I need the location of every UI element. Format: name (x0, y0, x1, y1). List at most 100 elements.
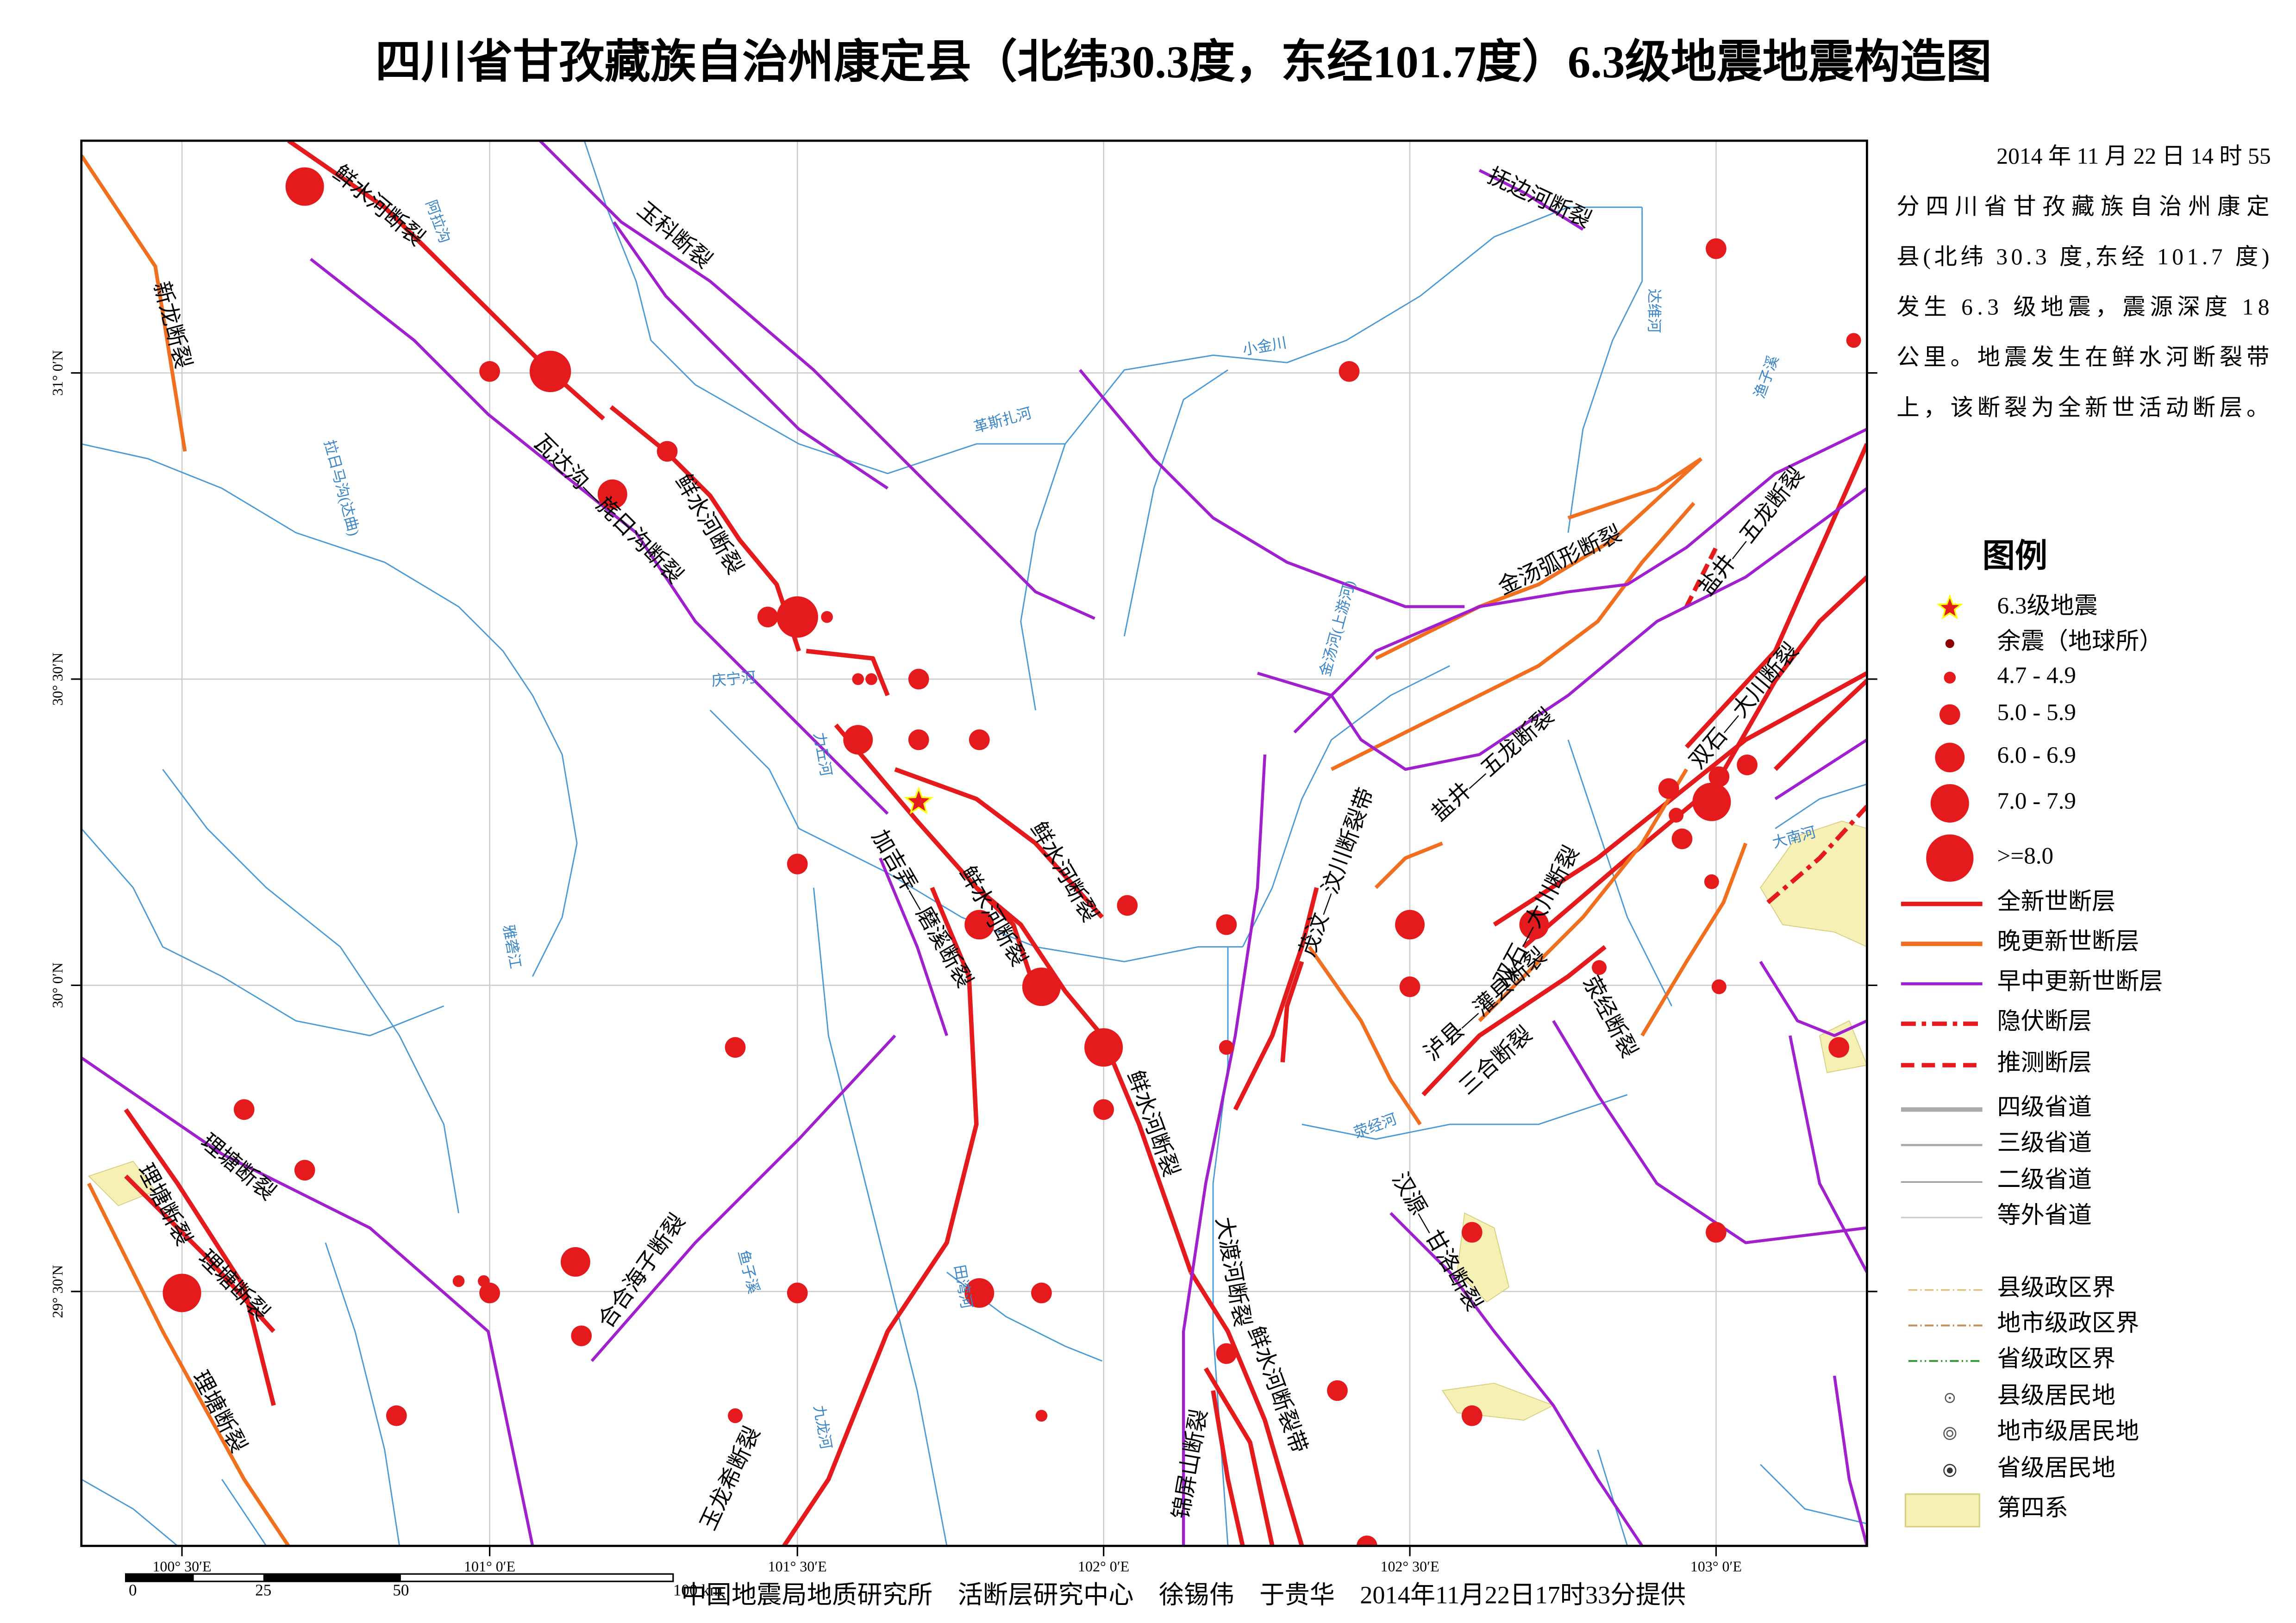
legend-label: 省级政区界 (1997, 1346, 2116, 1372)
legend-label: 6.3级地震 (1997, 593, 2098, 619)
scale-bar-segment (263, 1574, 401, 1582)
river (1123, 369, 1228, 637)
x-tick-label: 101° 30′E (768, 1559, 827, 1575)
river-label: 庆宁河 (711, 669, 757, 689)
river (1760, 1464, 1867, 1524)
fault-holocene (975, 886, 1038, 992)
fault-early-pleistocene (1833, 1375, 1867, 1546)
earthquake (1846, 333, 1861, 348)
earthquake (597, 479, 627, 509)
river (709, 710, 1243, 962)
fault-early-pleistocene (1774, 738, 1867, 800)
earthquake (529, 350, 571, 393)
legend-label: 三级省道 (1997, 1130, 2092, 1156)
legend-label: 第四系 (1997, 1495, 2068, 1521)
earthquake (1093, 1099, 1114, 1120)
legend-label: 地市级居民地 (1997, 1418, 2140, 1444)
legend-symbol (1948, 1397, 1951, 1399)
fault-holocene (124, 1108, 276, 1406)
earthquake (1084, 1028, 1123, 1067)
fault-early-pleistocene (1389, 1212, 1644, 1546)
legend-label: 全新世断层 (1997, 888, 2116, 915)
earthquake (843, 725, 873, 755)
legend-title: 图例 (1983, 538, 2048, 574)
legend-label: 推测断层 (1997, 1050, 2092, 1076)
fault-holocene (1189, 1271, 1304, 1546)
earthquake (725, 1037, 746, 1058)
earthquake (479, 1282, 500, 1304)
earthquake (1828, 1037, 1850, 1058)
fault-holocene (806, 649, 890, 696)
legend-label: 省级居民地 (1997, 1455, 2116, 1481)
credit: 中国地震局地质研究所 活断层研究中心 徐锡伟 于贵华 2014年11月22日17… (681, 1581, 1686, 1609)
earthquake (285, 167, 324, 206)
fault-early-pleistocene (1478, 169, 1584, 231)
earthquake (1671, 828, 1693, 849)
earthquake (865, 673, 877, 685)
legend-label: 二级省道 (1997, 1167, 2092, 1193)
earthquake (233, 1099, 255, 1120)
legend-symbol (1943, 1464, 1957, 1477)
river (81, 1479, 178, 1546)
legend-symbol (1945, 639, 1954, 648)
fault-late-pleistocene (87, 1182, 290, 1546)
earthquake (1216, 914, 1237, 935)
earthquake (787, 854, 808, 874)
earthquake (657, 441, 678, 462)
legend-symbol (1904, 1493, 1980, 1528)
river (325, 1242, 400, 1546)
earthquake (1692, 782, 1731, 821)
fault-holocene (1211, 1390, 1245, 1546)
earthquake (1035, 1410, 1048, 1422)
x-tick-label: 102° 30′E (1381, 1559, 1439, 1575)
river (162, 769, 459, 1213)
x-tick-label: 100° 30′E (152, 1559, 211, 1575)
earthquake (1711, 979, 1727, 994)
legend-label: >=8.0 (1997, 843, 2054, 869)
fault-late-pleistocene (1640, 843, 1748, 1037)
earthquake (560, 1247, 590, 1277)
legend-symbol (1930, 784, 1969, 823)
earthquake (852, 673, 864, 685)
fault-concealed (1766, 805, 1867, 905)
legend-label: 晚更新世断层 (1997, 929, 2140, 955)
legend-label: 6.0 - 6.9 (1997, 742, 2076, 768)
earthquake (964, 1278, 995, 1308)
river (81, 828, 444, 1036)
fault-holocene (1280, 961, 1304, 1062)
fault-holocene (609, 405, 801, 652)
fault-early-pleistocene (1759, 961, 1867, 1037)
description-line: 发生 6.3 级地震，震源深度 18 (1896, 294, 2269, 320)
earthquake (1117, 895, 1138, 916)
earthquake (1737, 754, 1758, 775)
fault-early-pleistocene (1789, 1035, 1867, 1273)
fault-late-pleistocene (1478, 768, 1688, 1022)
fault-holocene (1233, 887, 1319, 1111)
earthquake (1395, 910, 1425, 940)
legend-symbol (1926, 834, 1974, 882)
legend-symbol (1945, 1393, 1955, 1403)
x-tick-label: 102° 0′E (1078, 1559, 1129, 1575)
earthquake (1592, 960, 1607, 975)
fault-early-pleistocene (1079, 369, 1465, 608)
fault-early-pleistocene (1552, 1020, 1867, 1244)
legend-label: 县级居民地 (1997, 1383, 2116, 1409)
earthquake (1219, 1040, 1234, 1055)
earthquake (908, 668, 929, 690)
fault-holocene (1685, 443, 1867, 749)
fault-late-pleistocene (1374, 841, 1443, 889)
fault-early-pleistocene (1293, 428, 1867, 734)
legend-label: 5.0 - 5.9 (1997, 699, 2076, 725)
scale-label: 0 (129, 1581, 137, 1599)
earthquake (1031, 1282, 1052, 1304)
fault-late-pleistocene (1375, 457, 1703, 660)
earthquake (1339, 361, 1360, 382)
map-frame (80, 139, 1868, 1547)
river (1775, 783, 1867, 829)
fault-holocene (834, 723, 1193, 1273)
quaternary (88, 1161, 156, 1206)
scale-bar-segment (125, 1574, 194, 1582)
earthquake (294, 1160, 315, 1181)
